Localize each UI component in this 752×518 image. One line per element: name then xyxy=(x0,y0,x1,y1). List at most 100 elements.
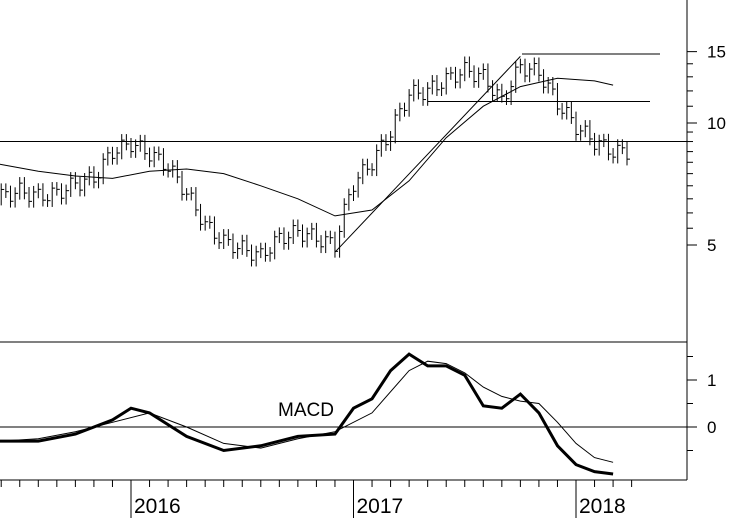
price-bar xyxy=(390,131,394,151)
price-bar xyxy=(65,184,70,205)
price-bar xyxy=(88,166,93,186)
price-bar xyxy=(566,101,570,120)
price-bar xyxy=(320,235,325,254)
price-bar xyxy=(251,244,255,267)
price-bar xyxy=(394,109,399,144)
price-bar xyxy=(47,194,51,207)
price-bar xyxy=(14,187,19,208)
price-bar xyxy=(617,139,621,164)
price-bar xyxy=(584,120,589,138)
price-bar xyxy=(153,146,158,168)
price-bar xyxy=(37,183,42,199)
price-bar xyxy=(468,56,473,78)
price-bar xyxy=(478,67,482,88)
price-bar xyxy=(626,141,630,166)
price-bar xyxy=(135,139,139,158)
price-bar xyxy=(302,224,306,248)
price-y-axis: 5 10 15 xyxy=(687,43,726,255)
price-bar xyxy=(515,61,519,93)
price-bar xyxy=(315,222,320,248)
price-bar xyxy=(353,185,357,201)
moving-average-line xyxy=(0,77,614,217)
price-bar xyxy=(223,229,227,249)
price-bar xyxy=(380,134,385,157)
price-bar xyxy=(533,57,538,76)
price-bar xyxy=(311,222,315,240)
price-bar xyxy=(445,67,450,95)
price-bar xyxy=(33,185,37,208)
price-bar xyxy=(292,219,297,244)
trendline xyxy=(334,56,521,253)
y-tick-label: 10 xyxy=(707,114,726,133)
price-bar xyxy=(130,137,134,158)
price-bar xyxy=(366,158,371,176)
price-bar xyxy=(56,182,60,196)
price-bar xyxy=(98,171,102,189)
price-bar xyxy=(575,111,579,141)
price-bar xyxy=(227,229,232,246)
price-bar xyxy=(501,83,505,103)
price-bar xyxy=(255,245,260,267)
price-bar xyxy=(102,153,107,185)
price-bar xyxy=(297,219,301,237)
price-bar xyxy=(621,139,626,155)
price-bar xyxy=(487,63,491,93)
price-bar xyxy=(464,56,468,82)
price-bar xyxy=(121,134,125,160)
price-bar xyxy=(5,183,9,198)
price-bar xyxy=(598,134,603,156)
price-bar xyxy=(362,158,366,185)
price-bar xyxy=(70,172,74,197)
price-bar xyxy=(274,230,278,260)
price-bar xyxy=(204,215,209,231)
price-annotations xyxy=(0,53,687,253)
y-tick-label: 15 xyxy=(707,43,726,62)
price-bar xyxy=(283,227,287,250)
price-bar xyxy=(79,176,84,197)
x-axis: 2016 2017 2018 xyxy=(0,480,633,518)
price-bar xyxy=(158,146,162,161)
price-bar xyxy=(371,163,376,177)
price-bar xyxy=(19,177,23,200)
price-bar xyxy=(190,187,195,201)
price-bar xyxy=(403,102,408,117)
price-bar xyxy=(260,242,264,259)
price-bar xyxy=(200,203,204,231)
price-bar xyxy=(74,172,79,190)
macd-y-axis: 10 xyxy=(687,356,716,451)
price-bar xyxy=(176,160,181,184)
price-bar xyxy=(385,134,389,151)
macd-y-tick-label: 0 xyxy=(707,418,716,437)
price-bar xyxy=(232,233,236,259)
price-bar xyxy=(413,79,417,102)
price-bar xyxy=(339,225,343,258)
price-bar xyxy=(209,215,213,229)
price-bar xyxy=(23,177,28,200)
price-bar xyxy=(237,242,241,259)
price-bar xyxy=(376,144,380,177)
price-bar xyxy=(325,230,329,254)
price-bar xyxy=(357,171,362,198)
price-bar xyxy=(116,146,121,165)
price-bar xyxy=(399,102,403,122)
price-bar xyxy=(580,124,584,141)
price-bar xyxy=(218,232,223,249)
price-bar xyxy=(561,102,566,120)
price-bar xyxy=(329,230,334,244)
price-bar xyxy=(510,80,515,105)
price-bar xyxy=(552,76,556,96)
price-bar xyxy=(529,63,533,83)
x-tick-label: 2016 xyxy=(134,495,181,518)
price-bar xyxy=(343,198,348,238)
price-bar xyxy=(519,58,524,74)
price-bar xyxy=(139,134,144,152)
price-bar xyxy=(162,148,167,176)
price-bar xyxy=(538,57,542,82)
price-bar xyxy=(348,188,352,211)
price-bar xyxy=(492,80,496,102)
price-bar xyxy=(594,132,598,156)
x-tick-label: 2018 xyxy=(579,495,626,518)
price-bar xyxy=(417,79,422,100)
price-bar xyxy=(607,133,612,161)
